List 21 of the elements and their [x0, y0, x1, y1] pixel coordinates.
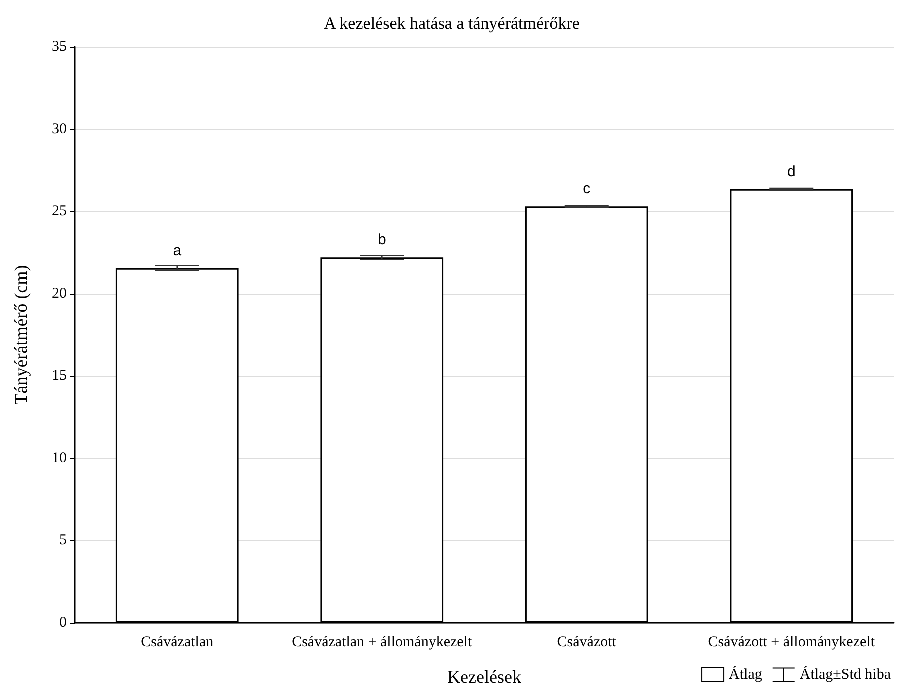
x-tick-label: Csávázatlan — [141, 634, 214, 650]
y-tick-label: 30 — [52, 121, 67, 138]
y-tick-label: 15 — [52, 368, 67, 384]
y-tick-label: 35 — [52, 39, 67, 55]
y-tick-label: 5 — [60, 532, 67, 549]
y-tick-label: 10 — [52, 450, 67, 466]
y-tick-label: 25 — [52, 204, 67, 220]
x-tick-label: Csávázott + állománykezelt — [708, 634, 876, 650]
text: Átlag±Std hiba — [800, 666, 892, 683]
x-tick-label: Csávázatlan + állománykezelt — [292, 634, 473, 650]
chart-title: A kezelések hatása a tányérátmérőkre — [324, 14, 580, 33]
data-label: b — [378, 232, 386, 249]
y-tick-label: 20 — [52, 286, 67, 302]
legend-label: Átlag — [729, 666, 763, 683]
y-axis-title: Tányérátmérő (cm) — [11, 265, 31, 405]
data-label: d — [787, 163, 796, 180]
data-label: c — [583, 180, 592, 198]
y-tick-label: 0 — [60, 615, 67, 631]
data-label: a — [173, 242, 182, 260]
x-tick-label: Csávázott — [557, 634, 618, 650]
x-axis-title: Kezelések — [448, 667, 522, 687]
